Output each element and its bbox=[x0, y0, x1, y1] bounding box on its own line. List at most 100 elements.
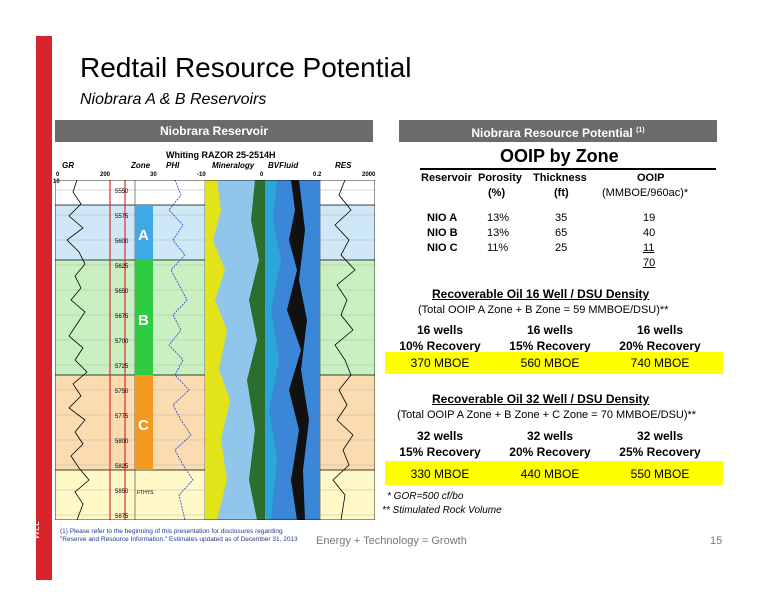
recov16-value: 740 MBOE bbox=[630, 356, 690, 370]
slide-title: Redtail Resource Potential bbox=[80, 52, 412, 83]
depth-label: 5675 bbox=[115, 314, 129, 320]
formation-marker: FTHYS bbox=[137, 490, 154, 496]
col-ooip-unit: (MMBOE/960ac)* bbox=[602, 187, 689, 199]
recov32-subtitle: (Total OOIP A Zone + B Zone + C Zone = 7… bbox=[397, 409, 697, 421]
col-reservoir-header: Reservoir bbox=[421, 172, 472, 184]
ooip-row-ooip: 40 bbox=[643, 227, 656, 239]
track-zone-label: Zone bbox=[131, 161, 151, 170]
note-srv: ** Stimulated Rock Volume bbox=[382, 505, 502, 516]
ooip-row-porosity: 13% bbox=[487, 212, 510, 224]
recov32-recovery: 25% Recovery bbox=[619, 445, 701, 459]
scale-bvf-min: 0 bbox=[260, 172, 264, 178]
col-ooip-header: OOIP bbox=[637, 172, 665, 184]
recov32-title: Recoverable Oil 32 Well / DSU Density bbox=[432, 392, 650, 406]
note-gor: * GOR=500 cf/bo bbox=[387, 491, 464, 502]
slide-subtitle: Niobrara A & B Reservoirs bbox=[80, 91, 267, 108]
col-thickness-header: Thickness bbox=[533, 172, 587, 184]
depth-label: 5650 bbox=[115, 289, 129, 295]
depth-label: 5725 bbox=[115, 364, 129, 370]
depth-label: 5575 bbox=[115, 214, 129, 220]
ooip-row-thickness: 25 bbox=[555, 242, 568, 254]
recov32-wells: 32 wells bbox=[636, 429, 684, 443]
recov16-value: 560 MBOE bbox=[520, 356, 580, 370]
col-porosity-header: Porosity bbox=[478, 172, 523, 184]
zone-b-letter: B bbox=[138, 312, 149, 329]
recov16-col: 16 wells 20% Recovery bbox=[605, 322, 715, 354]
depth-label: 5750 bbox=[115, 389, 129, 395]
depth-label: 5600 bbox=[115, 239, 129, 245]
scale-phi-min: -10 bbox=[197, 172, 206, 178]
well-log-graphic: 5550 5575 5600 5625 5650 5675 5700 5725 … bbox=[55, 180, 375, 520]
res-curve bbox=[332, 180, 356, 520]
recov32-col: 32 wells 20% Recovery bbox=[495, 428, 605, 460]
depth-label: 5800 bbox=[115, 439, 129, 445]
ooip-row-zone: NIO A bbox=[427, 212, 458, 224]
zone-c-letter: C bbox=[138, 417, 149, 434]
well-log-title: Whiting RAZOR 25-2514H bbox=[166, 150, 276, 160]
recov16-wells: 16 wells bbox=[636, 323, 684, 337]
track-mineralogy-label: Mineralogy bbox=[212, 161, 255, 170]
recov32-recovery: 15% Recovery bbox=[399, 445, 481, 459]
depth-label: 5550 bbox=[115, 189, 129, 195]
ooip-row-porosity: 13% bbox=[487, 227, 510, 239]
depth-label: 5775 bbox=[115, 414, 129, 420]
recov16-wells: 16 wells bbox=[526, 323, 574, 337]
ooip-row-thickness: 65 bbox=[555, 227, 568, 239]
recov32-col: 32 wells 15% Recovery bbox=[385, 428, 495, 460]
gr-curve bbox=[66, 180, 90, 520]
phi-curve bbox=[168, 180, 194, 520]
recov16-recovery: 15% Recovery bbox=[509, 339, 591, 353]
right-section-header: Niobrara Resource Potential (1) bbox=[399, 120, 717, 142]
bvfluid-black bbox=[287, 180, 309, 520]
recov16-subtitle: (Total OOIP A Zone + B Zone = 59 MMBOE/D… bbox=[418, 304, 669, 316]
depth-label: 5700 bbox=[115, 339, 129, 345]
recov32-wells: 32 wells bbox=[526, 429, 574, 443]
page-number: 15 bbox=[710, 535, 723, 547]
ooip-row-zone: NIO C bbox=[427, 242, 458, 254]
recov32-value-band: 330 MBOE 440 MBOE 550 MBOE bbox=[385, 461, 723, 485]
recov32-recovery: 20% Recovery bbox=[509, 445, 591, 459]
ooip-row-ooip: 11 bbox=[643, 242, 655, 254]
ooip-title-rule bbox=[420, 168, 716, 170]
right-section-header-text: Niobrara Resource Potential bbox=[471, 126, 633, 140]
ooip-title: OOIP by Zone bbox=[500, 146, 619, 166]
depth-label: 5825 bbox=[115, 464, 129, 470]
col-thickness-unit: (ft) bbox=[554, 187, 569, 199]
track-gr-label: GR bbox=[62, 161, 74, 170]
recov16-wells: 16 wells bbox=[416, 323, 464, 337]
recov32-value: 550 MBOE bbox=[630, 467, 690, 481]
recov32-value: 330 MBOE bbox=[410, 467, 470, 481]
zone-c-block bbox=[135, 375, 153, 470]
depth-label: 5850 bbox=[115, 489, 129, 495]
zone-a-letter: A bbox=[138, 227, 149, 244]
ooip-row-zone: NIO B bbox=[427, 227, 458, 239]
track-bvfluid-label: BVFluid bbox=[268, 161, 299, 170]
depth-label: 5625 bbox=[115, 264, 129, 270]
footnote: (1) Please refer to the beginning of thi… bbox=[60, 528, 298, 543]
scale-gr-alt: 10 bbox=[53, 179, 60, 185]
zone-b-block bbox=[135, 260, 153, 375]
recov16-recovery: 10% Recovery bbox=[399, 339, 481, 353]
ooip-row-ooip: 19 bbox=[643, 212, 656, 224]
depth-label: 5875 bbox=[115, 514, 129, 520]
scale-phi-max: 30 bbox=[150, 172, 157, 178]
mineralogy-yellow bbox=[205, 180, 230, 520]
scale-res-max: 2000 bbox=[362, 172, 376, 178]
recov32-wells: 32 wells bbox=[416, 429, 464, 443]
recov16-value: 370 MBOE bbox=[410, 356, 470, 370]
mineralogy-green bbox=[247, 180, 265, 520]
scale-gr-min: 0 bbox=[56, 172, 60, 178]
track-res-label: RES bbox=[335, 161, 352, 170]
ooip-row-thickness: 35 bbox=[555, 212, 568, 224]
left-section-header: Niobrara Reservoir bbox=[55, 120, 373, 142]
recov16-recovery: 20% Recovery bbox=[619, 339, 701, 353]
recov16-title: Recoverable Oil 16 Well / DSU Density bbox=[432, 287, 650, 301]
recov16-col: 16 wells 15% Recovery bbox=[495, 322, 605, 354]
col-porosity-unit: (%) bbox=[488, 187, 506, 199]
recov32-col: 32 wells 25% Recovery bbox=[605, 428, 715, 460]
bvfluid-cyan bbox=[265, 180, 281, 520]
scale-gr-max: 200 bbox=[100, 172, 111, 178]
right-section-header-sup: (1) bbox=[636, 127, 645, 134]
ooip-total: 70 bbox=[643, 257, 656, 269]
recov16-value-band: 370 MBOE 560 MBOE 740 MBOE bbox=[385, 352, 723, 374]
